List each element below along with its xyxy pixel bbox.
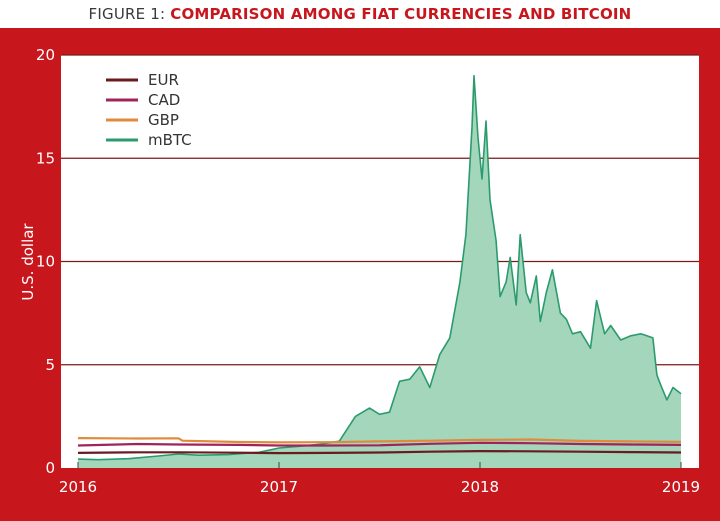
y-tick-label-10: 10 — [36, 253, 55, 271]
figure-title: FIGURE 1: COMPARISON AMONG FIAT CURRENCI… — [0, 4, 720, 28]
series-line-cad — [77, 441, 682, 447]
y-tick-label-15: 15 — [36, 149, 55, 167]
y-tick-label-5: 5 — [45, 356, 55, 374]
series-area-mbtc — [78, 75, 681, 468]
x-tick-label-2018: 2018 — [461, 478, 499, 496]
y-tick-label-20: 20 — [36, 46, 55, 64]
series-line-gbp — [77, 437, 682, 444]
series-layer — [77, 74, 682, 468]
y-axis-label: U.S. dollar — [19, 223, 37, 301]
legend-label-eur: EUR — [148, 71, 179, 89]
legend: EUR CAD GBP mBTC — [106, 71, 192, 149]
series-line-eur — [77, 450, 682, 455]
x-tick-marks — [77, 462, 682, 468]
legend-label-mbtc: mBTC — [148, 131, 192, 149]
legend-label-gbp: GBP — [148, 111, 179, 129]
x-tick-label-2019: 2019 — [662, 478, 700, 496]
y-tick-labels: 0 5 10 15 20 — [36, 46, 55, 477]
x-tick-labels: 2016 2017 2018 2019 — [59, 478, 700, 496]
figure-number: FIGURE 1: — [88, 5, 171, 23]
y-tick-label-0: 0 — [45, 459, 55, 477]
legend-label-cad: CAD — [148, 91, 180, 109]
x-tick-label-2016: 2016 — [59, 478, 97, 496]
figure-title-text: COMPARISON AMONG FIAT CURRENCIES AND BIT… — [170, 5, 632, 23]
x-tick-label-2017: 2017 — [260, 478, 298, 496]
